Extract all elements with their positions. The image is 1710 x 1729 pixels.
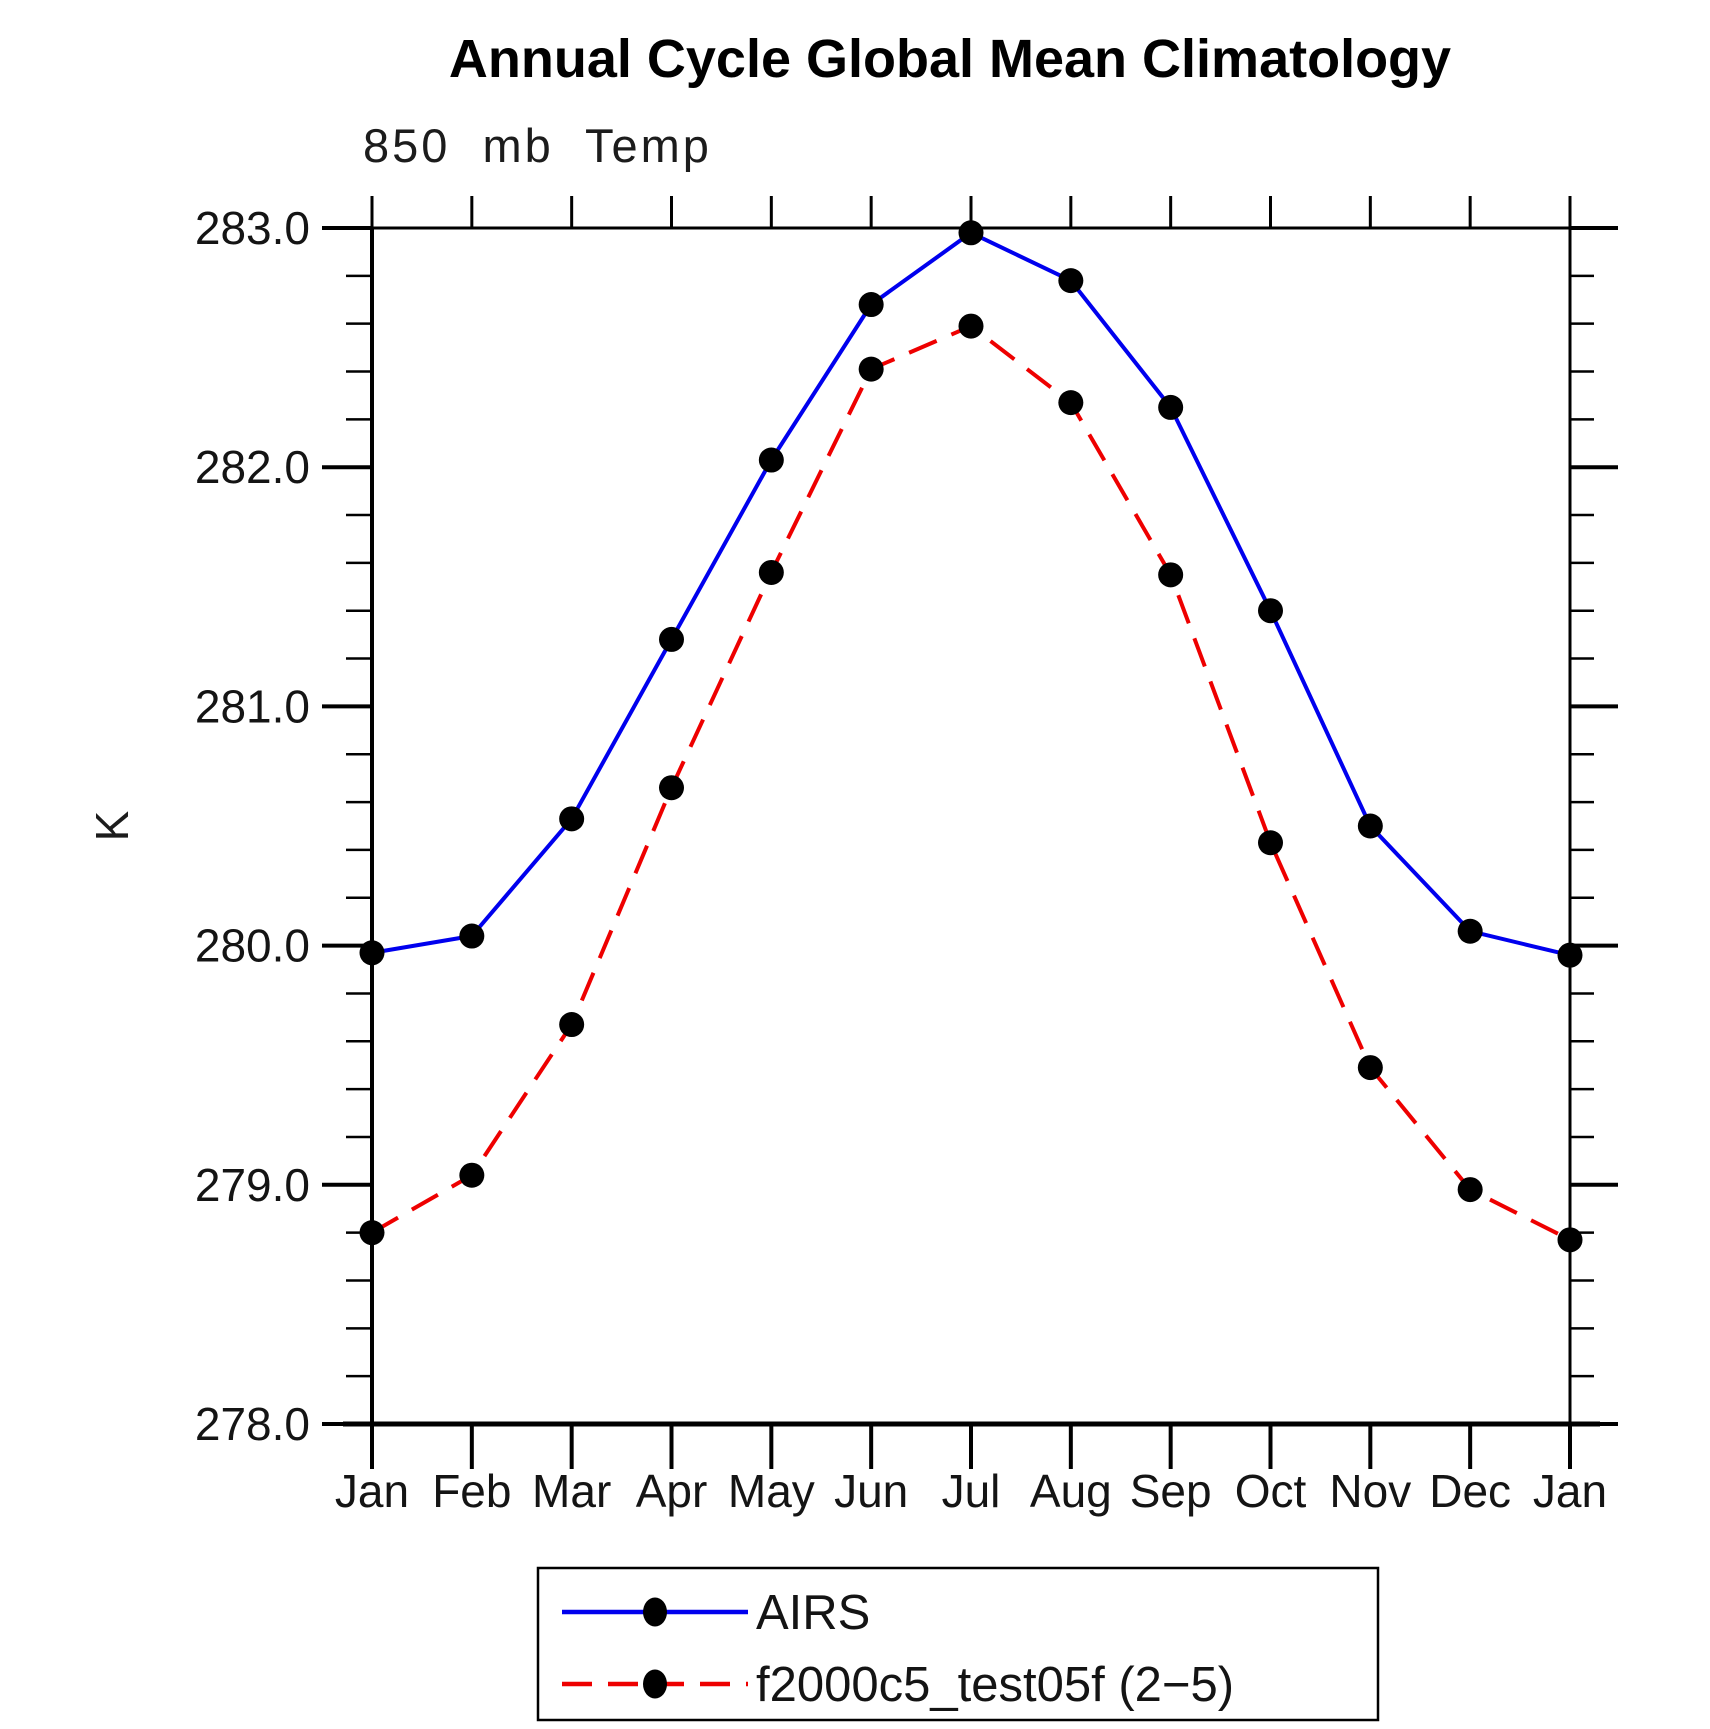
data-point-model-jun-5 <box>858 356 884 382</box>
x-axis-tick-label: May <box>728 1465 815 1517</box>
data-point-model-jul-6 <box>958 313 984 339</box>
data-point-model-jan-0 <box>359 1220 385 1246</box>
data-point-model-oct-9 <box>1258 830 1283 856</box>
y-axis-tick-label: 278.0 <box>195 1398 310 1450</box>
legend-label-0: AIRS <box>756 1586 870 1640</box>
y-axis-tick-label: 280.0 <box>195 920 310 972</box>
data-point-model-sep-8 <box>1158 562 1184 588</box>
x-axis-tick-label: Jan <box>1533 1465 1607 1517</box>
data-point-airs-apr-3 <box>659 626 684 652</box>
x-axis-tick-label: Sep <box>1130 1465 1212 1517</box>
plot-subtitle: 850 mb Temp <box>363 119 712 172</box>
legend-box <box>536 1566 1380 1722</box>
data-point-airs-jan-12 <box>1557 942 1583 968</box>
data-point-model-mar-2 <box>559 1012 585 1038</box>
data-point-model-feb-1 <box>459 1162 485 1188</box>
y-axis-tick-label: 279.0 <box>195 1159 310 1211</box>
data-point-model-dec-11 <box>1457 1177 1483 1203</box>
data-point-airs-mar-2 <box>559 806 585 832</box>
data-point-airs-aug-7 <box>1058 268 1084 294</box>
x-axis-tick-label: Apr <box>636 1465 708 1517</box>
legend-sample-marker-1 <box>643 1669 667 1699</box>
data-point-model-nov-10 <box>1357 1055 1383 1081</box>
legend-sample-marker-0 <box>643 1597 667 1627</box>
x-axis-tick-label: Oct <box>1235 1465 1307 1517</box>
data-point-airs-jun-5 <box>858 292 884 318</box>
x-axis-tick-label: Feb <box>432 1465 511 1517</box>
legend-label-1: f2000c5_test05f (2−5) <box>756 1658 1234 1712</box>
page-title: Annual Cycle Global Mean Climatology <box>448 29 1452 89</box>
data-point-airs-sep-8 <box>1158 394 1184 420</box>
x-axis-tick-label: Jan <box>335 1465 409 1517</box>
x-axis-tick-label: Aug <box>1030 1465 1112 1517</box>
data-point-airs-nov-10 <box>1357 813 1383 839</box>
y-axis-tick-label: 283.0 <box>195 202 310 254</box>
data-point-model-may-4 <box>758 559 784 585</box>
data-point-model-jan-12 <box>1557 1227 1583 1253</box>
data-point-airs-may-4 <box>758 447 784 473</box>
data-point-airs-feb-1 <box>459 923 485 949</box>
series-line-f2000c5-test05f-2-5- <box>371 324 1571 1242</box>
data-point-airs-dec-11 <box>1457 918 1483 944</box>
data-point-airs-jan-0 <box>359 940 385 966</box>
y-axis-tick-label: 282.0 <box>195 441 310 493</box>
x-axis-tick-label: Nov <box>1329 1465 1411 1517</box>
data-point-model-apr-3 <box>659 775 684 801</box>
x-axis-tick-label: Jul <box>942 1465 1001 1517</box>
data-point-airs-jul-6 <box>958 220 984 246</box>
x-axis-tick-label: Mar <box>532 1465 611 1517</box>
data-point-airs-oct-9 <box>1258 598 1283 624</box>
x-axis-tick-label: Dec <box>1429 1465 1511 1517</box>
data-point-model-aug-7 <box>1058 390 1084 416</box>
series-line-airs <box>371 230 1571 958</box>
x-axis-tick-label: Jun <box>834 1465 908 1517</box>
y-axis-tick-label: 281.0 <box>195 680 310 732</box>
